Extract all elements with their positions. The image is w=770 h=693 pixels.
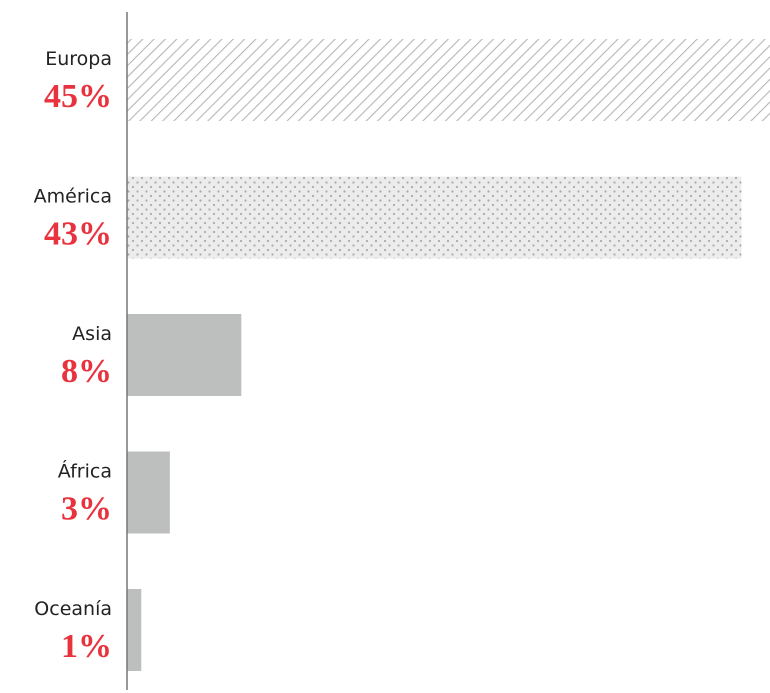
- bar: [127, 451, 170, 534]
- value-label: 3%: [61, 491, 112, 528]
- category-label: América: [34, 186, 112, 208]
- category-label: África: [58, 460, 112, 483]
- value-label: 45%: [44, 78, 112, 115]
- value-label: 43%: [44, 216, 112, 253]
- bar: [127, 589, 142, 671]
- value-label: 1%: [61, 628, 112, 665]
- category-label: Oceanía: [34, 598, 112, 620]
- category-label: Asia: [72, 323, 112, 345]
- bar: [127, 176, 742, 259]
- value-label: 8%: [61, 353, 112, 390]
- bar: [127, 39, 770, 121]
- category-label: Europa: [45, 48, 112, 70]
- bar: [127, 314, 242, 396]
